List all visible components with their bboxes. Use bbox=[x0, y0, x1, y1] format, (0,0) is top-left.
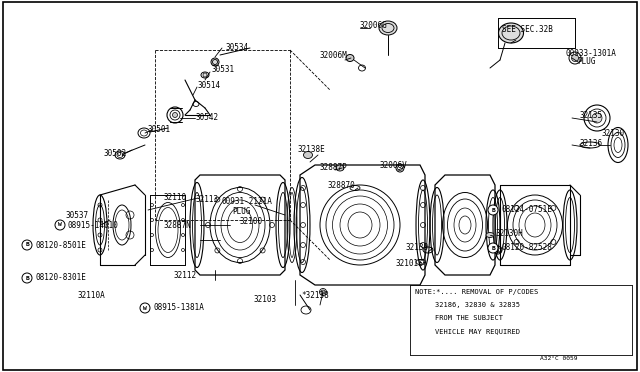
Circle shape bbox=[488, 243, 498, 253]
Circle shape bbox=[55, 220, 65, 230]
Text: 32887N: 32887N bbox=[163, 221, 191, 230]
Text: 32138E: 32138E bbox=[297, 145, 324, 154]
Text: 08120-8301E: 08120-8301E bbox=[35, 273, 86, 282]
Text: 08915-14010: 08915-14010 bbox=[68, 221, 119, 230]
Text: B: B bbox=[25, 243, 29, 247]
Text: 32006G: 32006G bbox=[360, 20, 388, 29]
Text: 32130H: 32130H bbox=[495, 228, 523, 237]
Text: NOTE:*.... REMOVAL OF P/CODES: NOTE:*.... REMOVAL OF P/CODES bbox=[415, 289, 538, 295]
Text: 32139: 32139 bbox=[405, 244, 428, 253]
Text: PLUG: PLUG bbox=[232, 208, 250, 217]
Text: W: W bbox=[143, 305, 147, 311]
Text: 32103: 32103 bbox=[253, 295, 276, 305]
Text: 08120-82528: 08120-82528 bbox=[501, 244, 552, 253]
Ellipse shape bbox=[379, 21, 397, 35]
Ellipse shape bbox=[346, 55, 354, 61]
Ellipse shape bbox=[486, 232, 494, 237]
Ellipse shape bbox=[321, 290, 325, 294]
Circle shape bbox=[22, 273, 32, 283]
Text: 00931-2121A: 00931-2121A bbox=[222, 198, 273, 206]
Text: 30514: 30514 bbox=[198, 81, 221, 90]
Ellipse shape bbox=[592, 113, 602, 123]
Text: 32112: 32112 bbox=[173, 270, 196, 279]
Ellipse shape bbox=[499, 23, 524, 43]
Text: 30534: 30534 bbox=[226, 42, 249, 51]
Text: 32110: 32110 bbox=[163, 192, 186, 202]
Ellipse shape bbox=[211, 58, 219, 66]
Text: *32138: *32138 bbox=[301, 292, 329, 301]
Text: 32113: 32113 bbox=[195, 196, 218, 205]
Text: 08120-8501E: 08120-8501E bbox=[35, 241, 86, 250]
Circle shape bbox=[488, 205, 498, 215]
Text: SEE SEC.32B: SEE SEC.32B bbox=[502, 26, 553, 35]
Ellipse shape bbox=[303, 151, 312, 158]
Text: 32101E: 32101E bbox=[395, 259, 423, 267]
Text: 30542: 30542 bbox=[195, 113, 218, 122]
Text: 30537: 30537 bbox=[65, 211, 88, 219]
Text: 328870: 328870 bbox=[328, 180, 356, 189]
Text: 32100: 32100 bbox=[240, 218, 263, 227]
Text: A32°C 0059: A32°C 0059 bbox=[540, 356, 577, 360]
Text: B: B bbox=[25, 276, 29, 280]
Circle shape bbox=[22, 240, 32, 250]
Text: B: B bbox=[491, 208, 495, 212]
Text: 00933-1301A: 00933-1301A bbox=[566, 48, 617, 58]
Text: FROM THE SUBJECT: FROM THE SUBJECT bbox=[435, 315, 503, 321]
Text: 30502: 30502 bbox=[103, 148, 126, 157]
Ellipse shape bbox=[203, 73, 207, 77]
Text: 08915-1381A: 08915-1381A bbox=[153, 304, 204, 312]
Text: 08124-0751E: 08124-0751E bbox=[501, 205, 552, 215]
Text: 32186, 32830 & 32835: 32186, 32830 & 32835 bbox=[435, 302, 520, 308]
Text: 32135: 32135 bbox=[580, 110, 603, 119]
Ellipse shape bbox=[572, 55, 579, 61]
Text: 32136: 32136 bbox=[580, 138, 603, 148]
Text: 30531: 30531 bbox=[212, 65, 235, 74]
Text: 32006M: 32006M bbox=[320, 51, 348, 60]
Text: 32130: 32130 bbox=[602, 128, 625, 138]
Text: 32887P: 32887P bbox=[320, 164, 348, 173]
Circle shape bbox=[140, 303, 150, 313]
Text: 30501: 30501 bbox=[148, 125, 171, 135]
Ellipse shape bbox=[173, 112, 177, 118]
Text: VEHICLE MAY REQUIRED: VEHICLE MAY REQUIRED bbox=[435, 328, 520, 334]
Text: PLUG: PLUG bbox=[577, 58, 595, 67]
Text: 32110A: 32110A bbox=[78, 291, 106, 299]
Text: 32006V: 32006V bbox=[380, 160, 408, 170]
Ellipse shape bbox=[336, 165, 344, 171]
Text: B: B bbox=[491, 246, 495, 250]
Text: W: W bbox=[58, 222, 62, 228]
